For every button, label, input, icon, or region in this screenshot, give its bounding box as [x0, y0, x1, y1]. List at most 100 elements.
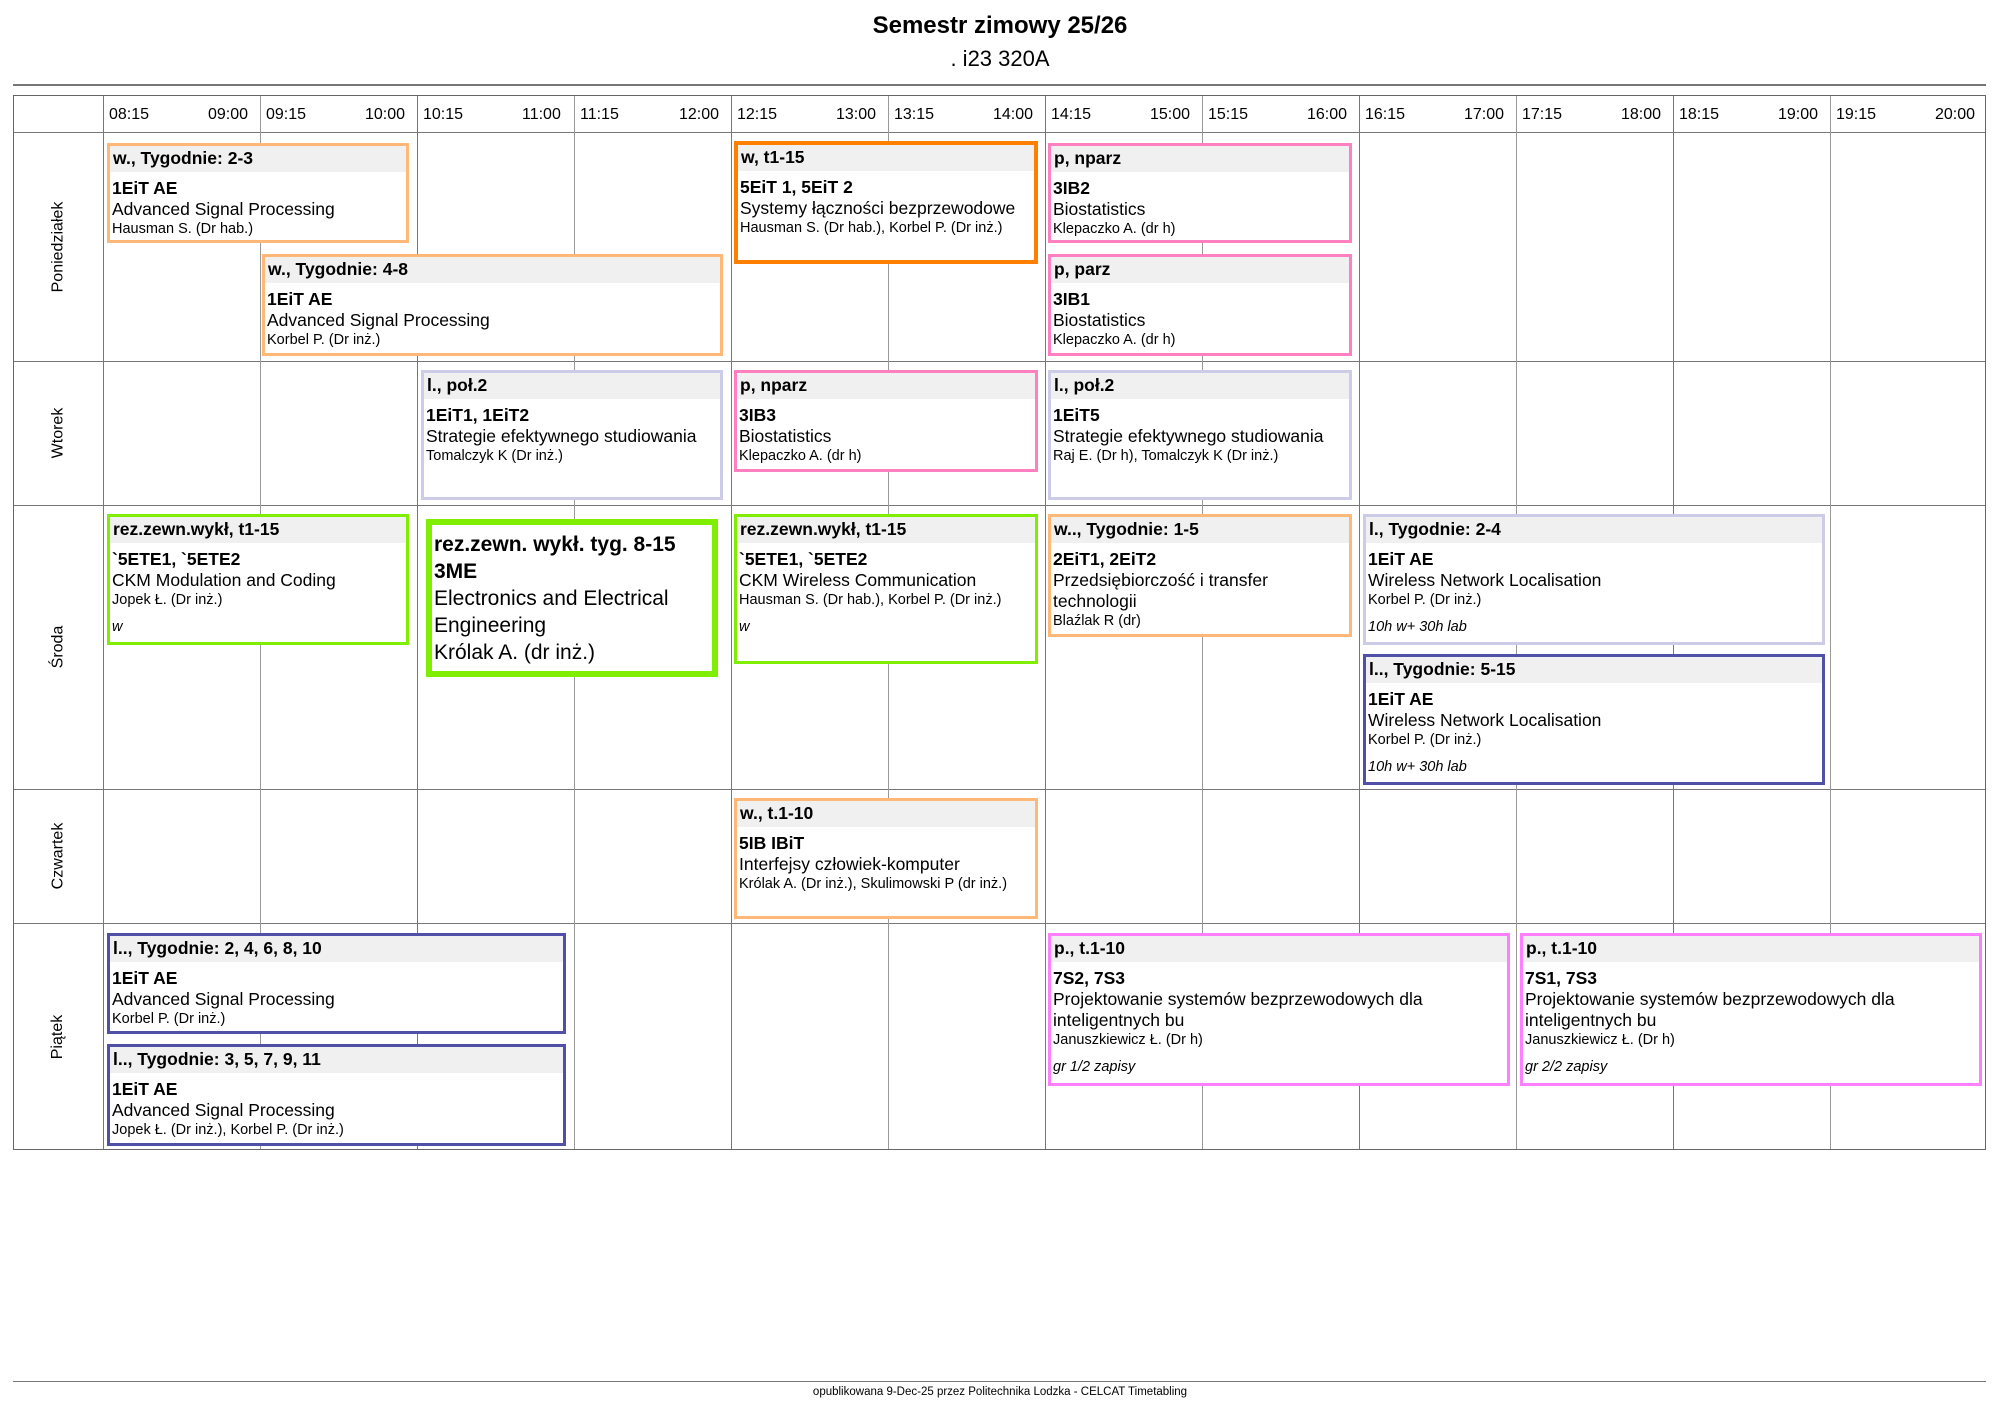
event-subject: Strategie efektywnego studiowania: [426, 426, 697, 446]
event-group: 1EiT5: [1053, 405, 1100, 425]
event-block[interactable]: rez.zewn.wykł, t1-15 `5ETE1, `5ETE2 CKM Mo…: [107, 514, 409, 645]
event-staff: Korbel P. (Dr inż.): [1368, 732, 1482, 748]
event-type-weeks: rez.zewn.wykł, t1-15: [737, 517, 1035, 543]
slot-start-time: 15:15: [1208, 106, 1249, 123]
event-group: 2EiT1, 2EiT2: [1053, 549, 1157, 569]
event-staff: Klepaczko A. (dr h): [1053, 221, 1176, 237]
slot-end-time: 20:00: [1935, 106, 1976, 123]
timetable-grid: 08:15 09:00 09:15 10:00 10:15 11:00 11:15 12:00…: [13, 95, 1986, 1150]
event-staff: Królak A. (dr inż.): [434, 641, 596, 664]
event-note: gr 2/2 zapisy: [1525, 1059, 1608, 1075]
event-staff: Korbel P. (Dr inż.): [1368, 592, 1482, 608]
row-divider: [14, 132, 1985, 133]
event-subject: CKM Wireless Communication: [739, 570, 977, 590]
event-type-weeks: p., t.1-10: [1051, 936, 1507, 962]
room-subtitle: . i23 320A: [950, 46, 1050, 71]
event-staff: Korbel P. (Dr inż.): [267, 332, 381, 348]
event-block[interactable]: rez.zewn.wykł, t1-15 `5ETE1, `5ETE2 CKM Wi…: [734, 514, 1038, 664]
event-note: 10h w+ 30h lab: [1368, 619, 1467, 635]
slot-end-time: 19:00: [1778, 106, 1819, 123]
event-staff: Hausman S. (Dr hab.): [112, 221, 254, 237]
divider: [13, 1381, 1986, 1382]
row-divider: [14, 505, 1985, 506]
event-block[interactable]: p., t.1-10 7S2, 7S3 Projektowanie systemów…: [1048, 933, 1510, 1086]
column-divider: [103, 96, 104, 1149]
event-subject: Advanced Signal Processing: [267, 310, 490, 330]
slot-end-time: 10:00: [365, 106, 406, 123]
event-note: gr 1/2 zapisy: [1053, 1059, 1136, 1075]
day-name: Piątek: [49, 1014, 66, 1060]
event-block[interactable]: l.., Tygodnie: 3, 5, 7, 9, 11 1EiT AE Adva…: [107, 1044, 566, 1146]
event-block[interactable]: l.., Tygodnie: 2, 4, 6, 8, 10 1EiT AE Adva…: [107, 933, 566, 1034]
day-name: Środa: [48, 625, 66, 669]
slot-start-time: 18:15: [1679, 106, 1720, 123]
event-type-weeks: rez.zewn.wykł, t1-15: [110, 517, 406, 543]
event-block[interactable]: l., poł.2 1EiT5 Strategie efektywnego stud…: [1048, 370, 1352, 500]
event-staff: Klepaczko A. (dr h): [739, 448, 862, 464]
event-type-weeks: w.., Tygodnie: 1-5: [1051, 517, 1349, 543]
event-group: 7S1, 7S3: [1525, 968, 1597, 988]
event-subject: Systemy łączności bezprzewodowe: [740, 198, 1016, 218]
event-subject: Interfejsy człowiek-komputer: [739, 854, 960, 874]
event-type-weeks: p., t.1-10: [1523, 936, 1979, 962]
slot-start-time: 19:15: [1836, 106, 1877, 123]
event-group: 3IB2: [1053, 178, 1090, 198]
page-title: Semestr zimowy 25/26: [872, 12, 1128, 39]
event-block[interactable]: l., Tygodnie: 2-4 1EiT AE Wireless Network…: [1363, 514, 1825, 645]
event-note: w: [112, 619, 123, 635]
slot-start-time: 11:15: [580, 106, 619, 123]
event-type-weeks: l., Tygodnie: 2-4: [1366, 517, 1822, 543]
slot-end-time: 12:00: [679, 106, 720, 123]
event-group: 1EiT1, 1EiT2: [426, 405, 530, 425]
event-block[interactable]: p, parz 3IB1 Biostatistics Klepaczko A. (dr…: [1048, 254, 1352, 356]
event-type-weeks: w., t.1-10: [737, 801, 1035, 827]
row-divider: [14, 361, 1985, 362]
slot-end-time: 09:00: [208, 106, 249, 123]
event-block[interactable]: w.., Tygodnie: 1-5 2EiT1, 2EiT2 Przedsiębi…: [1048, 514, 1352, 637]
column-divider: [1359, 96, 1360, 1149]
slot-start-time: 09:15: [266, 106, 307, 123]
slot-end-time: 17:00: [1464, 106, 1505, 123]
event-staff: Jopek Ł. (Dr inż.), Korbel P. (Dr inż.): [112, 1122, 344, 1138]
day-label: Poniedziałek: [14, 132, 102, 361]
event-block[interactable]: w., Tygodnie: 4-8 1EiT AE Advanced Signal …: [262, 254, 723, 356]
event-group: `5ETE1, `5ETE2: [739, 549, 868, 569]
event-group: 1EiT AE: [1368, 689, 1434, 709]
event-block[interactable]: l.., Tygodnie: 5-15 1EiT AE Wireless Netwo…: [1363, 654, 1825, 785]
divider: [13, 84, 1986, 86]
event-block[interactable]: rez.zewn. wykł. tyg. 8-15 3ME Electronics …: [426, 519, 718, 677]
day-label: Wtorek: [14, 361, 102, 505]
slot-end-time: 15:00: [1150, 106, 1191, 123]
event-block[interactable]: l., poł.2 1EiT1, 1EiT2 Strategie efektywne…: [421, 370, 723, 500]
event-type-weeks: rez.zewn. wykł. tyg. 8-15: [434, 533, 676, 556]
slot-end-time: 16:00: [1307, 106, 1348, 123]
event-subject: CKM Modulation and Coding: [112, 570, 336, 590]
event-block[interactable]: p, nparz 3IB3 Biostatistics Klepaczko A. (d…: [734, 370, 1038, 472]
event-block[interactable]: w., t.1-10 5IB IBiT Interfejsy człowiek-ko…: [734, 798, 1038, 919]
slot-start-time: 08:15: [109, 106, 150, 123]
event-subject: Projektowanie systemów bezprzewodowych d…: [1525, 989, 1895, 1030]
event-type-weeks: l., poł.2: [1051, 373, 1349, 399]
event-subject: Biostatistics: [1053, 199, 1146, 219]
event-staff: Hausman S. (Dr hab.), Korbel P. (Dr inż.…: [739, 592, 1002, 608]
event-group: `5ETE1, `5ETE2: [112, 549, 241, 569]
event-group: 1EiT AE: [1368, 549, 1434, 569]
event-group: 5EiT 1, 5EiT 2: [740, 177, 853, 197]
event-staff: Jopek Ł. (Dr inż.): [112, 592, 223, 608]
event-type-weeks: l.., Tygodnie: 5-15: [1366, 657, 1822, 683]
event-group: 7S2, 7S3: [1053, 968, 1125, 988]
event-block[interactable]: p, nparz 3IB2 Biostatistics Klepaczko A. (d…: [1048, 143, 1352, 243]
event-group: 3ME: [434, 560, 478, 583]
event-block[interactable]: w., Tygodnie: 2-3 1EiT AE Advanced Signal …: [107, 143, 409, 243]
event-type-weeks: w, t1-15: [738, 145, 1034, 171]
event-note: 10h w+ 30h lab: [1368, 759, 1467, 775]
event-staff: Królak A. (Dr inż.), Skulimowski P (dr i…: [739, 876, 1008, 892]
event-staff: Januszkiewicz Ł. (Dr h): [1525, 1032, 1675, 1048]
event-staff: Tomalczyk K (Dr inż.): [426, 448, 563, 464]
event-block[interactable]: p., t.1-10 7S1, 7S3 Projektowanie systemów…: [1520, 933, 1982, 1086]
event-group: 1EiT AE: [112, 968, 178, 988]
event-block[interactable]: w, t1-15 5EiT 1, 5EiT 2 Systemy łączności …: [734, 141, 1038, 264]
event-subject: Biostatistics: [739, 426, 832, 446]
day-label: Czwartek: [14, 789, 102, 923]
event-subject: Advanced Signal Processing: [112, 199, 335, 219]
